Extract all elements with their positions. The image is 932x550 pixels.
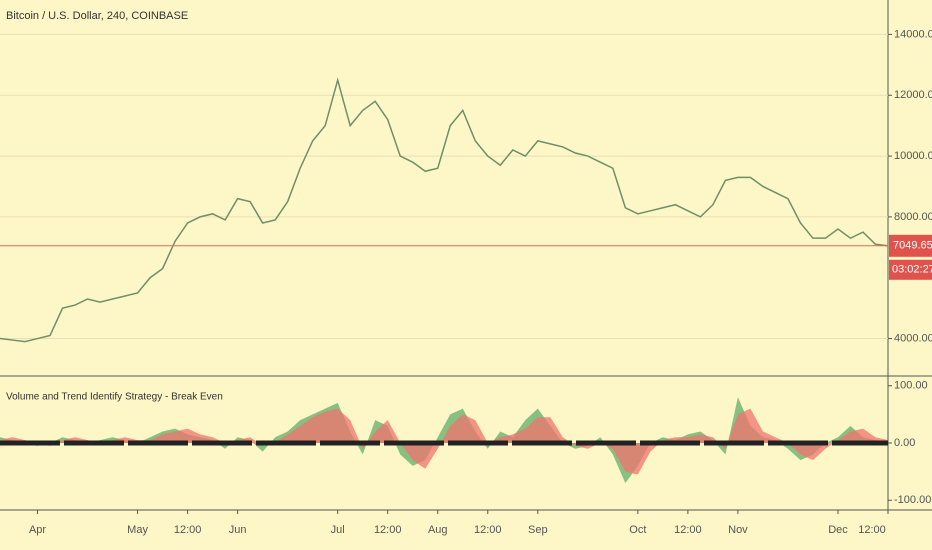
x-tick-label: 12:00 (174, 524, 202, 536)
y-tick-label: 0.00 (894, 437, 915, 449)
last-price-box (889, 234, 932, 257)
y-tick-label: 10000.00 (894, 150, 932, 162)
y-tick-label: 4000.00 (894, 332, 932, 344)
x-tick-label: Aug (428, 524, 448, 536)
x-tick-label: Sep (528, 524, 548, 536)
y-tick-label: 8000.00 (894, 211, 932, 223)
y-tick-label: 12000.00 (894, 89, 932, 101)
x-tick-label: May (127, 524, 148, 536)
x-tick-label: 12:00 (674, 524, 702, 536)
x-tick-label: Dec (828, 524, 848, 536)
y-tick-label: 14000.00 (894, 28, 932, 40)
x-tick-label: 12:00 (474, 524, 502, 536)
last-price-label: 7049.65 (893, 240, 932, 252)
x-tick-label: 12:00 (858, 524, 886, 536)
chart-title: Bitcoin / U.S. Dollar, 240, COINBASE (6, 10, 188, 22)
x-tick-label: 12:00 (374, 524, 402, 536)
x-tick-label: Oct (629, 524, 646, 536)
x-tick-label: Jun (229, 524, 247, 536)
x-tick-label: Jul (331, 524, 345, 536)
y-tick-label: 100.00 (894, 380, 928, 392)
x-tick-label: Apr (29, 524, 46, 536)
y-tick-label: -100.00 (894, 494, 931, 506)
indicator-title: Volume and Trend Identify Strategy - Bre… (6, 392, 223, 403)
countdown-label: 03:02:27 (892, 264, 932, 276)
price-line (0, 77, 889, 343)
countdown-box (889, 259, 932, 280)
x-tick-label: Nov (728, 524, 748, 536)
